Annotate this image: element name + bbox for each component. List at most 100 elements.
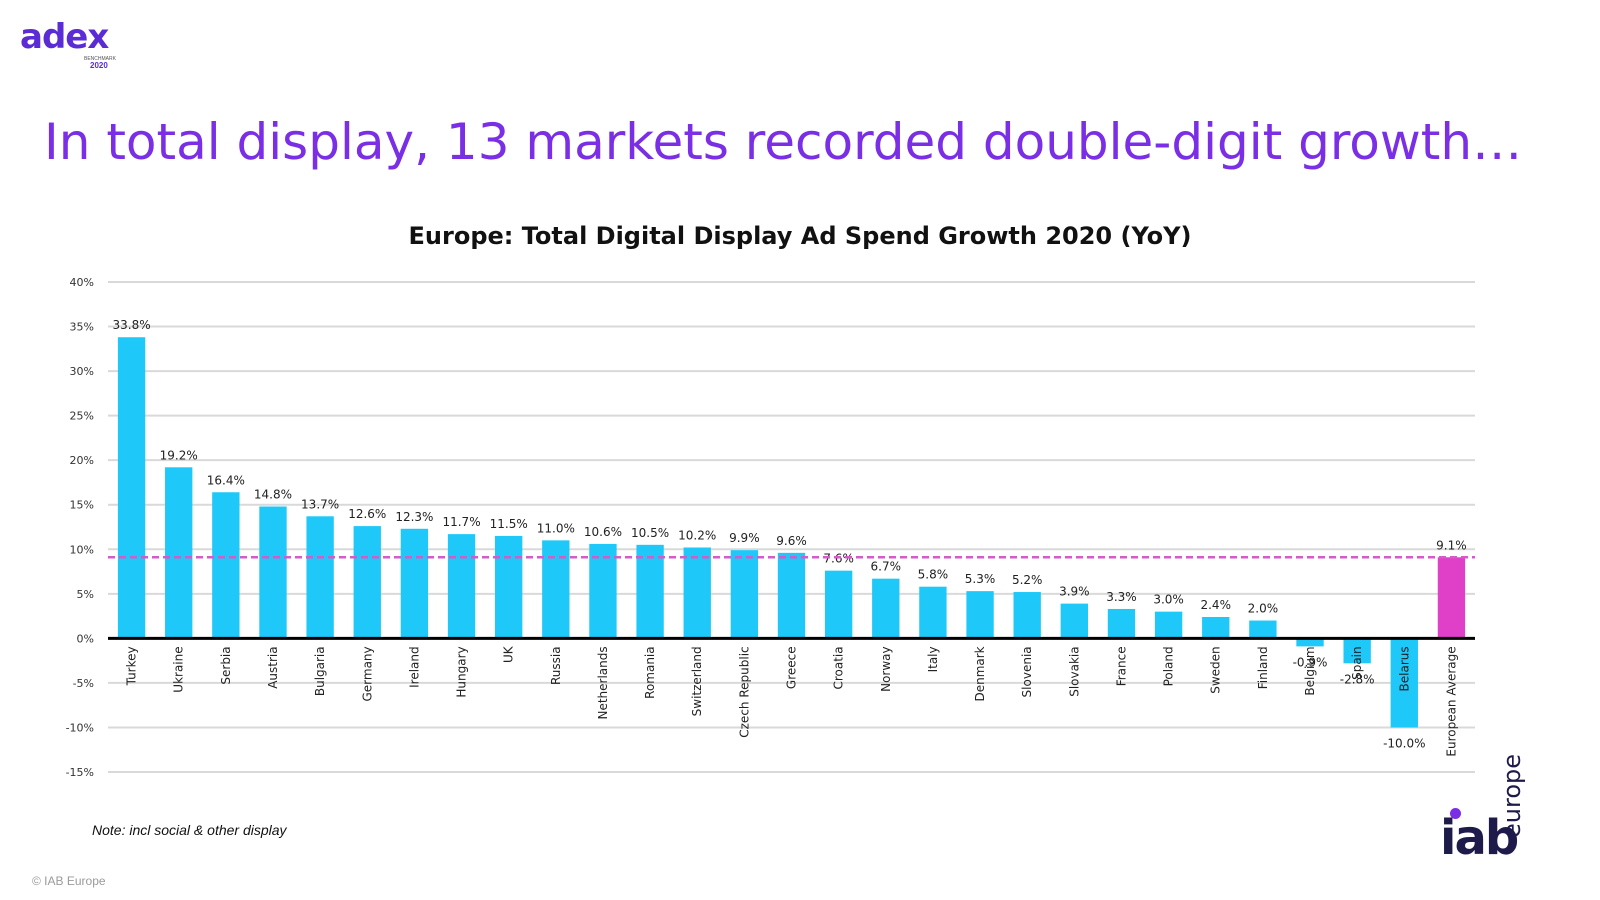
iab-logo-europe: europe (1498, 754, 1526, 838)
y-tick-label: 15% (70, 499, 94, 512)
y-tick-label: 35% (70, 321, 94, 334)
bar (636, 544, 664, 639)
x-tick-label: Ukraine (172, 646, 186, 692)
bar (872, 578, 900, 639)
bar (1202, 616, 1230, 639)
data-label: -0.9% (1293, 655, 1328, 669)
data-label: 7.6% (823, 552, 854, 566)
bar (777, 552, 806, 639)
bar (1343, 638, 1371, 664)
bar (1154, 611, 1183, 639)
iab-logo-word: iab (1440, 810, 1519, 866)
bar (165, 467, 193, 639)
data-label: 10.2% (678, 528, 716, 542)
data-label: 10.6% (584, 525, 622, 539)
data-label: 3.9% (1059, 585, 1090, 599)
y-tick-label: 10% (70, 543, 94, 556)
x-tick-label: Croatia (832, 646, 846, 689)
bar (117, 337, 146, 639)
y-tick-label: 30% (70, 365, 94, 378)
x-tick-label: Poland (1162, 646, 1176, 686)
adex-logo: adex BENCHMARK 2020 (20, 17, 116, 70)
x-tick-label: Italy (926, 646, 940, 672)
x-tick-label: Switzerland (690, 646, 704, 716)
x-tick-label: Germany (360, 646, 374, 701)
x-tick-label: Norway (879, 646, 893, 692)
data-label: 6.7% (871, 560, 902, 574)
chart-title: Europe: Total Digital Display Ad Spend G… (408, 222, 1192, 250)
x-tick-label: Belgium (1303, 646, 1317, 695)
bar (730, 550, 759, 639)
x-tick-label: Spain (1350, 646, 1364, 680)
data-label: 9.9% (729, 531, 760, 545)
adex-logo-subtitle: BENCHMARK (84, 56, 116, 62)
bar (1060, 603, 1088, 639)
y-tick-label: -10% (66, 721, 94, 734)
data-label: 16.4% (207, 473, 245, 487)
x-tick-label: Ireland (407, 646, 421, 688)
x-tick-label: Finland (1256, 646, 1270, 689)
data-label: 33.8% (113, 318, 151, 332)
bar (1249, 620, 1277, 639)
iab-europe-logo: iab europe (1440, 754, 1600, 900)
data-label: 12.6% (348, 507, 386, 521)
y-tick-label: -15% (66, 766, 94, 779)
data-label: 14.8% (254, 488, 292, 502)
x-tick-label: Greece (785, 646, 799, 689)
bar (400, 528, 429, 639)
iab-logo-dot (1450, 808, 1461, 819)
page-title: In total display, 13 markets recorded do… (44, 113, 1523, 171)
data-label: 11.5% (490, 517, 528, 531)
y-tick-label: -5% (73, 677, 94, 690)
bar (1390, 638, 1418, 728)
bar (1296, 638, 1324, 647)
bar (683, 547, 711, 639)
y-tick-label: 5% (77, 588, 94, 601)
bar (589, 543, 617, 639)
y-tick-label: 25% (70, 410, 94, 423)
bar (1437, 557, 1466, 639)
x-tick-label: UK (502, 645, 516, 663)
x-tick-label: Sweden (1209, 646, 1223, 693)
bar (447, 534, 476, 639)
data-label: 12.3% (395, 510, 433, 524)
data-label: 13.7% (301, 497, 339, 511)
adex-logo-year: 2020 (90, 61, 108, 70)
x-tick-label: Hungary (455, 646, 469, 697)
x-tick-label: European Average (1444, 646, 1458, 756)
data-label: 3.0% (1153, 593, 1184, 607)
chart-note: Note: incl social & other display (92, 822, 287, 838)
data-label: 5.2% (1012, 573, 1043, 587)
data-label: 2.0% (1248, 602, 1279, 616)
data-label: 2.4% (1200, 598, 1231, 612)
data-label: 9.1% (1436, 538, 1467, 552)
x-tick-label: Netherlands (596, 646, 610, 719)
x-tick-label: Slovakia (1067, 646, 1081, 696)
data-label: 11.7% (442, 515, 480, 529)
data-label: -10.0% (1383, 736, 1425, 750)
x-tick-label: Turkey (125, 646, 139, 686)
bar (1013, 592, 1041, 639)
x-tick-label: Romania (643, 646, 657, 698)
x-tick-label: Russia (549, 646, 563, 685)
x-tick-label: Austria (266, 646, 280, 688)
data-label: 5.8% (918, 568, 949, 582)
x-tick-label: Bulgaria (313, 646, 327, 696)
x-tick-label: Denmark (973, 646, 987, 701)
bar (966, 591, 994, 639)
copyright: © IAB Europe (32, 874, 106, 888)
data-label: -2.8% (1340, 672, 1375, 686)
bar (919, 586, 947, 639)
data-label: 9.6% (776, 534, 807, 548)
x-tick-label: Slovenia (1020, 646, 1034, 697)
data-label: 5.3% (965, 572, 996, 586)
adex-logo-word: adex (20, 17, 109, 57)
bar (259, 506, 287, 639)
bar (495, 535, 523, 639)
x-tick-label: Serbia (219, 646, 233, 684)
bar (212, 492, 240, 639)
bar (306, 516, 334, 639)
x-tick-label: Belarus (1397, 646, 1411, 691)
bar (1107, 608, 1136, 639)
